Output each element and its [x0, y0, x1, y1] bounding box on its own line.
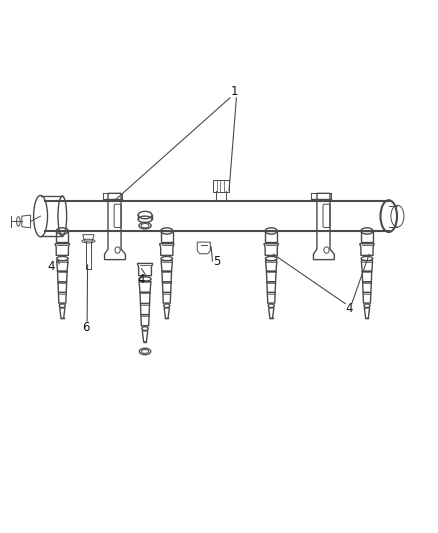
Text: 6: 6	[82, 321, 90, 334]
Text: 1: 1	[230, 85, 238, 98]
Text: 5: 5	[213, 255, 220, 268]
Text: 4: 4	[137, 273, 145, 286]
Text: 4: 4	[346, 302, 353, 316]
Text: 4: 4	[48, 260, 55, 273]
